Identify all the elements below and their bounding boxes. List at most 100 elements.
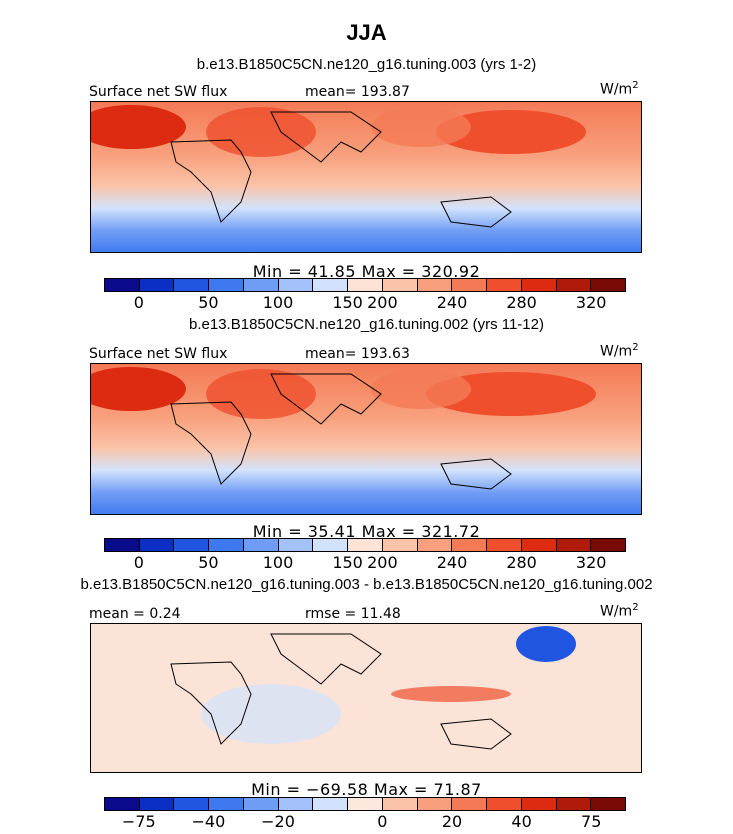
panel-2-hot-atlantic bbox=[91, 367, 186, 411]
panel-1-colorbar-ticks: 0 50 100 150 200 240 280 320 bbox=[104, 293, 626, 313]
panel-1-hot-pacific bbox=[436, 110, 586, 154]
panel-1-left-label: Surface net SW flux bbox=[89, 84, 228, 100]
colorbar-tick-label: −75 bbox=[121, 812, 156, 831]
colorbar-swatch bbox=[417, 539, 453, 551]
colorbar-swatch bbox=[487, 798, 522, 810]
colorbar-swatch bbox=[105, 539, 140, 551]
colorbar-swatch bbox=[174, 279, 210, 291]
panel-3-coast-africa bbox=[170, 661, 252, 745]
colorbar-swatch bbox=[278, 279, 314, 291]
colorbar-tick-label: 100 bbox=[262, 553, 294, 572]
colorbar-tick-label: −40 bbox=[191, 812, 226, 831]
panel-2-stats: Min = 35.41 Max = 321.72 bbox=[252, 522, 481, 541]
panel-3-coast-asia bbox=[270, 633, 382, 685]
panel-3-rmse-label: rmse = 11.48 bbox=[305, 606, 401, 622]
colorbar-tick-label: 75 bbox=[581, 812, 602, 831]
panel-2-colorbar bbox=[104, 538, 626, 552]
panel-2-units: W/m2 bbox=[600, 342, 639, 360]
colorbar-swatch bbox=[174, 539, 210, 551]
panel-1-coast-asia bbox=[270, 111, 382, 163]
colorbar-swatch bbox=[452, 798, 488, 810]
colorbar-swatch bbox=[487, 539, 522, 551]
colorbar-swatch bbox=[105, 798, 140, 810]
panel-2-colorbar-ticks: 0 50 100 150 200 240 280 320 bbox=[104, 553, 626, 573]
colorbar-swatch bbox=[452, 539, 488, 551]
colorbar-tick-label: 20 bbox=[441, 812, 463, 831]
panel-3-title: b.e13.B1850C5CN.ne120_g16.tuning.003 - b… bbox=[80, 576, 653, 593]
panel-3-colorbar bbox=[104, 797, 626, 811]
panel-1-map bbox=[90, 101, 642, 253]
colorbar-tick-label: 100 bbox=[262, 293, 294, 312]
panel-2-coast-africa bbox=[170, 401, 252, 485]
panel-1-coast-australia bbox=[440, 196, 512, 228]
colorbar-swatch bbox=[521, 539, 557, 551]
panel-3-cool-region bbox=[201, 684, 341, 744]
colorbar-swatch bbox=[243, 798, 279, 810]
panel-2-mean-label: mean= 193.63 bbox=[305, 346, 410, 362]
colorbar-tick-label: 0 bbox=[133, 293, 144, 312]
colorbar-tick-label: 240 bbox=[436, 293, 468, 312]
panel-1-hot-sahara bbox=[206, 107, 316, 157]
colorbar-swatch bbox=[591, 798, 626, 810]
colorbar-swatch bbox=[521, 279, 557, 291]
colorbar-swatch bbox=[139, 539, 175, 551]
panel-1-units: W/m2 bbox=[600, 80, 639, 98]
panel-2-left-label: Surface net SW flux bbox=[89, 346, 228, 362]
colorbar-tick-label: 200 bbox=[367, 553, 398, 572]
panel-3-mean-label: mean = 0.24 bbox=[89, 606, 181, 622]
colorbar-swatch bbox=[278, 798, 314, 810]
colorbar-tick-label: −20 bbox=[261, 812, 295, 831]
panel-2-map bbox=[90, 363, 642, 515]
colorbar-tick-label: 280 bbox=[506, 553, 537, 572]
colorbar-tick-label: 280 bbox=[506, 293, 537, 312]
colorbar-swatch bbox=[417, 798, 453, 810]
panel-1-title: b.e13.B1850C5CN.ne120_g16.tuning.003 (yr… bbox=[196, 56, 537, 73]
colorbar-swatch bbox=[243, 539, 279, 551]
colorbar-swatch bbox=[313, 798, 349, 810]
panel-1-hot-atlantic bbox=[91, 105, 186, 149]
colorbar-tick-label: 320 bbox=[575, 553, 607, 572]
panel-3-map bbox=[90, 623, 642, 773]
colorbar-tick-label: 320 bbox=[575, 293, 607, 312]
colorbar-swatch bbox=[243, 279, 279, 291]
colorbar-swatch bbox=[348, 539, 383, 551]
colorbar-swatch bbox=[487, 279, 522, 291]
colorbar-swatch bbox=[313, 279, 349, 291]
panel-1-mean-label: mean= 193.87 bbox=[305, 84, 410, 100]
panel-2-coast-asia bbox=[270, 373, 382, 425]
colorbar-swatch bbox=[591, 539, 626, 551]
season-title: JJA bbox=[346, 20, 387, 45]
panel-1-coast-africa bbox=[170, 139, 252, 223]
colorbar-tick-label: 240 bbox=[436, 553, 468, 572]
panel-3-warm-anomaly bbox=[391, 686, 511, 702]
colorbar-tick-label: 150 bbox=[332, 553, 363, 572]
colorbar-swatch bbox=[382, 279, 418, 291]
colorbar-tick-label: 0 bbox=[377, 812, 388, 831]
colorbar-swatch bbox=[556, 279, 592, 291]
panel-2-hot-sahara bbox=[206, 369, 316, 419]
panel-3-stats: Min = −69.58 Max = 71.87 bbox=[251, 780, 482, 799]
colorbar-swatch bbox=[174, 798, 210, 810]
panel-1-colorbar bbox=[104, 278, 626, 292]
colorbar-swatch bbox=[556, 798, 592, 810]
colorbar-swatch bbox=[417, 279, 453, 291]
colorbar-tick-label: 200 bbox=[367, 293, 398, 312]
panel-2-title: b.e13.B1850C5CN.ne120_g16.tuning.002 (yr… bbox=[189, 316, 544, 333]
colorbar-swatch bbox=[348, 279, 383, 291]
colorbar-swatch bbox=[521, 798, 557, 810]
colorbar-swatch bbox=[139, 798, 175, 810]
colorbar-swatch bbox=[105, 279, 140, 291]
panel-3-units: W/m2 bbox=[600, 602, 639, 620]
colorbar-tick-label: 50 bbox=[198, 293, 219, 312]
colorbar-swatch bbox=[348, 798, 383, 810]
colorbar-tick-label: 50 bbox=[198, 553, 219, 572]
panel-3-coast-australia bbox=[440, 718, 512, 750]
panel-1-stats: Min = 41.85 Max = 320.92 bbox=[252, 262, 481, 281]
colorbar-swatch bbox=[209, 539, 244, 551]
colorbar-swatch bbox=[313, 539, 349, 551]
colorbar-tick-label: 0 bbox=[133, 553, 144, 572]
colorbar-swatch bbox=[591, 279, 626, 291]
colorbar-tick-label: 150 bbox=[332, 293, 363, 312]
colorbar-swatch bbox=[556, 539, 592, 551]
colorbar-swatch bbox=[278, 539, 314, 551]
